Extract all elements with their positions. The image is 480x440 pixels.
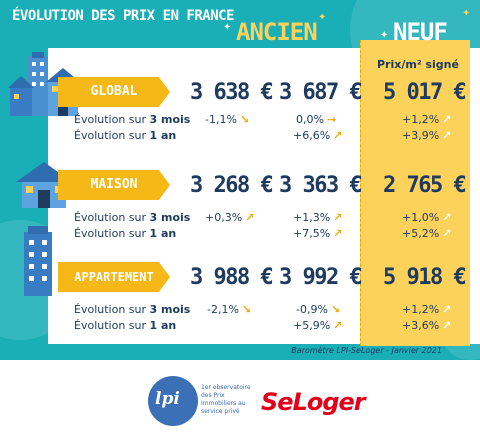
arrow-up-icon: ↗ [333,227,343,240]
lpi-logo-mark: lpi [155,389,180,409]
appartement-neuf-price: 5 918 € [383,265,467,290]
appartement-1a-neuf: +3,6% ↗ [402,319,452,332]
maison-3m-neuf: +1,0% ↗ [402,211,452,224]
arrow-down-icon: ↘ [241,303,252,316]
global-signe-price: 3 687 € [279,80,363,105]
global-1a-signe: +6,6% ↗ [293,129,343,142]
infographic-background: ÉVOLUTION DES PRIX EN FRANCE ✦ ✦ ✦ ✦ ANC… [0,0,480,360]
source-caption: Baromètre LPI-SeLoger - Janvier 2021 [291,346,442,355]
arrow-up-icon: ↗ [442,129,452,142]
arrow-down-icon: ↘ [239,113,250,126]
row-label-3-mois: Évolution sur 3 mois [74,303,191,316]
appartement-3m-signe: -0,9% ↘ [296,303,341,316]
appartement-signe-price: 3 992 € [279,265,363,290]
row-label-1-an: Évolution sur 1 an [74,227,177,240]
category-tag-global: GLOBAL [58,77,170,107]
header-ancien: ANCIEN [236,18,318,46]
appartement-3m-neuf: +1,2% ↗ [402,303,452,316]
row-label-3-mois: Évolution sur 3 mois [74,113,191,126]
arrow-up-icon: ↗ [245,211,255,224]
maison-neuf-price: 2 765 € [383,173,467,198]
logo-footer: lpi 1er observatoire des Prix Immobilier… [0,362,480,440]
neuf-column-highlight [360,40,470,346]
col-header-signe: Prix/m² signé [275,58,357,71]
col-header-affiche: Prix/m² affiché [186,58,276,71]
category-tag-appartement: APPARTEMENT [58,262,170,292]
arrow-up-icon: ↗ [442,113,452,126]
apartment-building-icon [24,226,52,296]
maison-1a-neuf: +5,2% ↗ [402,227,452,240]
global-neuf-price: 5 017 € [383,80,467,105]
row-label-1-an: Évolution sur 1 an [74,129,177,142]
arrow-up-icon: ↗ [333,129,343,142]
sparkle-icon: ✦ [462,8,471,19]
arrow-up-icon: ↗ [333,319,343,332]
maison-affiche-price: 3 268 € [190,173,274,198]
maison-3m-signe: +1,3% ↗ [293,211,343,224]
row-label-3-mois: Évolution sur 3 mois [74,211,191,224]
sparkle-icon: ✦ [380,30,389,41]
row-label-1-an: Évolution sur 1 an [74,319,177,332]
sparkle-icon: ✦ [318,12,327,23]
lpi-logo-subtitle: 1er observatoire des Prix Immobiliers au… [201,384,251,415]
sparkle-icon: ✦ [223,22,232,33]
global-affiche-price: 3 638 € [190,80,274,105]
maison-3m-affiche: +0,3% ↗ [205,211,255,224]
header-neuf: NEUF [393,18,448,46]
category-tag-maison: MAISON [58,170,170,200]
arrow-up-icon: ↗ [442,319,452,332]
arrow-up-icon: ↗ [442,227,452,240]
lpi-logo-icon[interactable] [148,376,198,426]
col-header-neuf-signe: Prix/m² signé [377,58,459,71]
arrow-up-icon: ↗ [442,303,452,316]
arrow-right-icon: → [326,113,337,126]
appartement-affiche-price: 3 988 € [190,265,274,290]
global-3m-affiche: -1,1% ↘ [205,113,250,126]
appartement-1a-signe: +5,9% ↗ [293,319,343,332]
page-title: ÉVOLUTION DES PRIX EN FRANCE [12,8,235,24]
global-1a-neuf: +3,9% ↗ [402,129,452,142]
maison-signe-price: 3 363 € [279,173,363,198]
maison-1a-signe: +7,5% ↗ [293,227,343,240]
global-3m-signe: 0,0% → [296,113,337,126]
global-3m-neuf: +1,2% ↗ [402,113,452,126]
seloger-logo[interactable]: SeLoger [261,388,366,416]
arrow-down-icon: ↘ [330,303,341,316]
arrow-up-icon: ↗ [442,211,452,224]
arrow-up-icon: ↗ [333,211,343,224]
appartement-3m-affiche: -2,1% ↘ [207,303,252,316]
